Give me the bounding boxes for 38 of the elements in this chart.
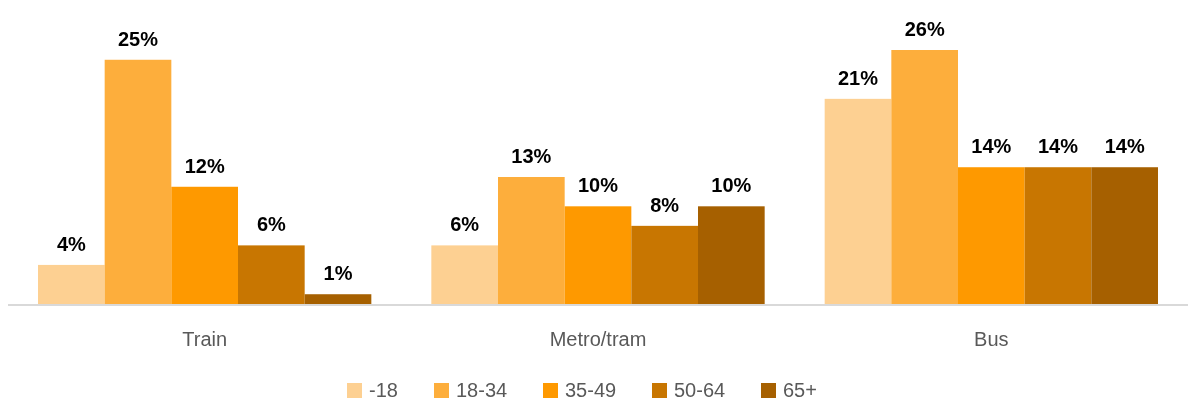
data-label: 14%	[971, 135, 1012, 158]
bar	[891, 50, 958, 304]
bar	[104, 59, 172, 304]
data-label: 8%	[650, 193, 680, 216]
legend-label: 65+	[783, 379, 817, 401]
bar	[698, 206, 765, 304]
x-tick-label: Train	[182, 328, 228, 350]
data-label: 25%	[117, 27, 159, 50]
data-label: 13%	[511, 145, 552, 167]
bar	[631, 225, 698, 304]
data-label: 14%	[1037, 135, 1079, 158]
bar	[171, 186, 238, 304]
data-label: 10%	[577, 174, 619, 197]
data-label: 1%	[323, 262, 353, 285]
data-label: 4%	[56, 232, 86, 255]
data-label: 12%	[184, 154, 225, 177]
bar	[1024, 167, 1092, 304]
bar	[431, 245, 498, 304]
legend-label: 50-64	[674, 379, 726, 401]
bar	[38, 264, 105, 304]
x-tick-label: Bus	[974, 328, 1009, 350]
data-label: 6%	[256, 213, 286, 236]
legend-label: 35-49	[565, 379, 617, 401]
legend-label: -18	[369, 379, 398, 401]
data-label: 14%	[1104, 135, 1145, 158]
bar	[238, 245, 305, 304]
data-label: 6%	[450, 213, 480, 236]
bar	[304, 294, 372, 304]
data-label: 10%	[711, 174, 752, 197]
bar	[564, 206, 632, 304]
legend-label: 18-34	[456, 379, 508, 401]
bar	[1091, 167, 1158, 304]
bar	[498, 177, 565, 304]
data-label: 26%	[904, 18, 945, 40]
bar	[958, 167, 1025, 304]
x-tick-label: Metro/tram	[549, 328, 647, 350]
data-label: 21%	[837, 66, 879, 89]
bar	[824, 98, 892, 304]
